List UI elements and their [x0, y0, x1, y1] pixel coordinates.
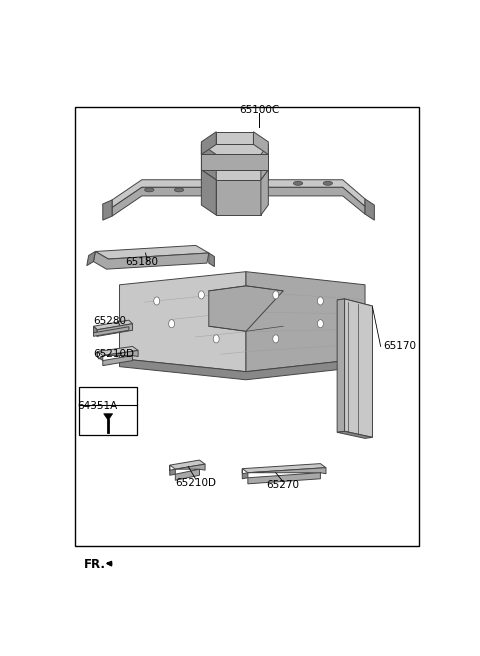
- Polygon shape: [170, 460, 205, 469]
- Polygon shape: [94, 326, 97, 337]
- Bar: [75, 106, 419, 546]
- Polygon shape: [253, 132, 268, 155]
- Ellipse shape: [293, 181, 303, 185]
- Polygon shape: [242, 464, 326, 473]
- Circle shape: [154, 297, 160, 305]
- Polygon shape: [94, 320, 132, 330]
- Text: 65210D: 65210D: [94, 349, 134, 359]
- Polygon shape: [202, 144, 216, 180]
- Circle shape: [168, 319, 175, 328]
- Polygon shape: [202, 170, 216, 215]
- Circle shape: [273, 291, 279, 299]
- Polygon shape: [209, 286, 283, 331]
- Polygon shape: [261, 144, 268, 180]
- Circle shape: [273, 335, 279, 343]
- Text: FR.: FR.: [84, 558, 106, 571]
- Circle shape: [198, 291, 204, 299]
- Text: 65100C: 65100C: [239, 105, 279, 115]
- Ellipse shape: [144, 188, 154, 192]
- Polygon shape: [112, 180, 246, 207]
- Polygon shape: [120, 359, 365, 380]
- Polygon shape: [246, 272, 365, 372]
- Polygon shape: [261, 170, 268, 215]
- Polygon shape: [365, 199, 374, 220]
- Polygon shape: [202, 170, 268, 180]
- Polygon shape: [202, 144, 268, 155]
- Polygon shape: [103, 350, 138, 365]
- Ellipse shape: [174, 188, 184, 192]
- Text: 64351A: 64351A: [77, 401, 117, 411]
- Polygon shape: [87, 251, 96, 266]
- Circle shape: [317, 319, 324, 328]
- Polygon shape: [216, 180, 261, 215]
- Text: 65270: 65270: [267, 480, 300, 490]
- Polygon shape: [242, 468, 248, 479]
- Text: 65170: 65170: [384, 341, 417, 352]
- Polygon shape: [202, 132, 216, 155]
- Circle shape: [213, 335, 219, 343]
- Polygon shape: [97, 323, 132, 337]
- Polygon shape: [202, 155, 268, 170]
- Polygon shape: [216, 132, 253, 144]
- Polygon shape: [94, 327, 129, 337]
- Polygon shape: [337, 299, 372, 307]
- Polygon shape: [248, 468, 326, 484]
- Text: 65280: 65280: [94, 316, 126, 326]
- Polygon shape: [97, 346, 138, 356]
- Polygon shape: [104, 414, 113, 420]
- Polygon shape: [97, 352, 103, 361]
- Text: 65180: 65180: [125, 256, 158, 266]
- Polygon shape: [246, 180, 365, 207]
- Polygon shape: [209, 253, 215, 266]
- Polygon shape: [103, 200, 112, 220]
- Polygon shape: [175, 464, 205, 480]
- Polygon shape: [170, 465, 175, 475]
- Polygon shape: [345, 299, 372, 438]
- Circle shape: [317, 297, 324, 305]
- Polygon shape: [246, 188, 365, 214]
- Polygon shape: [94, 251, 209, 269]
- Polygon shape: [337, 431, 372, 438]
- Polygon shape: [337, 299, 345, 432]
- Polygon shape: [112, 188, 246, 216]
- Polygon shape: [96, 245, 209, 259]
- Ellipse shape: [323, 181, 333, 185]
- Polygon shape: [120, 272, 246, 372]
- Bar: [79, 387, 137, 435]
- Text: 65210D: 65210D: [175, 478, 216, 488]
